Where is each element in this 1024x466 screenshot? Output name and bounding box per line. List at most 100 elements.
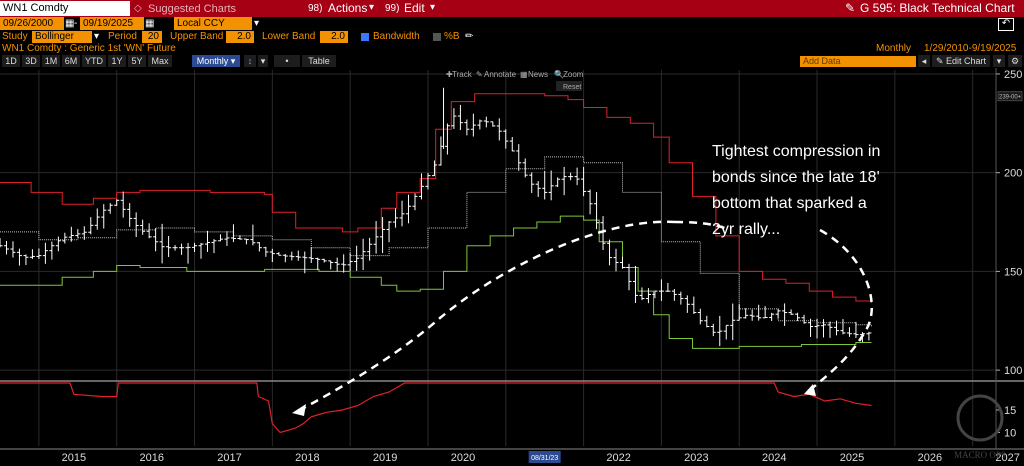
lower-band-input[interactable]: 2.0 xyxy=(320,31,348,43)
annotation-arrow-top xyxy=(674,220,731,232)
title-bar: WN1 Comdty ◇ Suggested Charts 98) Action… xyxy=(0,0,1024,17)
chevron-down-icon[interactable]: ▾ xyxy=(94,31,100,42)
more-options-icon[interactable]: • xyxy=(274,55,300,67)
calendar-icon[interactable]: ▦ xyxy=(145,18,155,29)
annotation: Tightest compression in bonds since the l… xyxy=(292,143,1006,460)
function-title: G 595: Black Technical Chart xyxy=(860,1,1015,15)
annotation-arrow-right xyxy=(809,228,873,391)
annotate-tool[interactable]: Annotate xyxy=(484,70,517,79)
range-button-6m[interactable]: 6M xyxy=(62,55,80,67)
series-bandwidth xyxy=(0,382,872,434)
range-button-5y[interactable]: 5Y xyxy=(128,55,146,67)
range-button-1y[interactable]: 1Y xyxy=(108,55,126,67)
hover-date-tag: 08/31/23 xyxy=(531,455,558,462)
chart-tools[interactable]: ✚ Track ✎ Annotate ▦ News 🔍 Zoom Reset xyxy=(446,69,584,91)
security-description: WN1 Comdty : Generic 1st 'WN' Future xyxy=(2,43,176,54)
edit-chart-button[interactable]: ✎ Edit Chart xyxy=(932,55,990,67)
bandwidth-panel xyxy=(0,382,872,434)
range-button-1m[interactable]: 1M xyxy=(42,55,60,67)
chevron-down-icon[interactable]: ▾ xyxy=(369,2,375,13)
suggested-charts-icon[interactable]: ◇ xyxy=(134,3,142,14)
edit-menu-number[interactable]: 99) xyxy=(385,3,400,14)
x-tick-label: 2018 xyxy=(295,452,319,464)
y-tick-label: 100 xyxy=(1004,365,1022,377)
range-button-3d[interactable]: 3D xyxy=(22,55,40,67)
range-button-max[interactable]: Max xyxy=(148,55,172,67)
x-tick-label: 2027 xyxy=(995,452,1019,464)
calendar-icon[interactable]: ▦ xyxy=(65,18,75,29)
ticker-input[interactable]: WN1 Comdty xyxy=(0,1,130,16)
x-tick-label: 2024 xyxy=(762,452,786,464)
chevron-down-icon[interactable]: ▾ xyxy=(258,55,268,67)
annotation-line: bottom that sparked a xyxy=(712,195,867,212)
currency-select[interactable]: Local CCY xyxy=(174,17,252,30)
back-arrow-icon[interactable]: ↶ xyxy=(998,18,1014,31)
table-button[interactable]: Table xyxy=(302,55,336,67)
price-panel xyxy=(0,87,872,349)
annotate-icon[interactable]: ✎ xyxy=(476,70,483,79)
reset-button-bg[interactable] xyxy=(556,81,582,91)
annotation-line: Tightest compression in xyxy=(712,143,880,160)
x-tick-label: 2022 xyxy=(606,452,630,464)
x-tick-label: 2015 xyxy=(62,452,86,464)
x-tick-label: 2019 xyxy=(373,452,397,464)
watermark-text: MACRO OPS xyxy=(954,450,1006,460)
last-price-tag: 239-00+ xyxy=(999,95,1022,101)
last-price-tag-bg xyxy=(997,91,1023,102)
bandwidth-checkbox[interactable] xyxy=(361,33,369,41)
arrowhead-icon xyxy=(292,404,306,416)
end-date-input[interactable]: 09/19/2025 xyxy=(80,17,144,30)
news-tool[interactable]: News xyxy=(528,70,548,79)
chevron-left-icon[interactable]: ◂ xyxy=(918,55,930,67)
frequency-label: Monthly xyxy=(196,56,229,66)
x-tick-label: 2025 xyxy=(840,452,864,464)
zoom-tool[interactable]: Zoom xyxy=(563,70,584,79)
actions-menu[interactable]: Actions xyxy=(328,1,368,15)
technical-chart[interactable]: 100 150 200 250 10 15 239-00+ 2015 2016 2017 2018 2… xyxy=(0,68,1024,466)
reset-button[interactable]: Reset xyxy=(563,84,581,91)
x-tick-label: 2016 xyxy=(139,452,163,464)
range-button-1d[interactable]: 1D xyxy=(2,55,20,67)
chevron-down-icon[interactable]: ▾ xyxy=(993,55,1005,67)
percent-b-checkbox[interactable] xyxy=(433,33,441,41)
frequency-select[interactable]: Monthly ▾ xyxy=(192,55,240,67)
date-toolbar: 09/26/2000 ▦ - 09/19/2025 ▦ Local CCY ▾ … xyxy=(0,17,1024,31)
add-data-input[interactable]: Add Data xyxy=(800,56,916,67)
annotation-line: 2yr rally... xyxy=(712,221,780,238)
study-toolbar: Study Bollinger ▾ Period 20 Upper Band 2… xyxy=(0,31,1024,43)
watermark-logo xyxy=(956,394,1004,442)
edit-chart-label: Edit Chart xyxy=(946,56,987,66)
upper-band-input[interactable]: 2.0 xyxy=(226,31,254,43)
track-tool[interactable]: Track xyxy=(452,70,473,79)
gear-icon[interactable]: ⚙ xyxy=(1008,55,1022,67)
study-label: Study xyxy=(2,31,28,42)
study-select[interactable]: Bollinger xyxy=(32,31,92,43)
chevron-down-icon[interactable]: ▾ xyxy=(254,18,260,29)
suggested-charts-link[interactable]: Suggested Charts xyxy=(148,3,237,15)
news-icon[interactable]: ▦ xyxy=(520,70,528,79)
chart-type-icon[interactable]: ↕ xyxy=(244,55,256,67)
actions-menu-number[interactable]: 98) xyxy=(308,3,323,14)
bandwidth-tick-label: 15 xyxy=(1004,405,1016,417)
edit-menu[interactable]: Edit xyxy=(404,1,425,15)
pencil-icon[interactable]: ✏ xyxy=(465,31,474,42)
period-input[interactable]: 20 xyxy=(142,31,162,43)
date-range: 1/29/2010-9/19/2025 xyxy=(924,43,1017,54)
lower-band-label: Lower Band xyxy=(262,31,316,42)
zoom-icon[interactable]: 🔍 xyxy=(554,69,564,79)
bandwidth-label: Bandwidth xyxy=(373,31,420,42)
arrowhead-icon xyxy=(804,384,816,396)
chevron-down-icon[interactable]: ▾ xyxy=(430,2,436,13)
security-toolbar: WN1 Comdty : Generic 1st 'WN' Future Mon… xyxy=(0,43,1024,55)
x-tick-label: 2017 xyxy=(217,452,241,464)
range-toolbar: 1D 3D 1M 6M YTD 1Y 5Y Max Monthly ▾ ↕ ▾ • Table… xyxy=(0,55,1024,68)
annotation-line: bonds since the late 18' xyxy=(712,169,880,186)
start-date-input[interactable]: 09/26/2000 xyxy=(0,17,64,30)
y-tick-label: 150 xyxy=(1004,266,1022,278)
range-button-ytd[interactable]: YTD xyxy=(82,55,106,67)
y-tick-label: 250 xyxy=(1004,69,1022,81)
bandwidth-tick-label: 10 xyxy=(1004,428,1016,440)
track-icon[interactable]: ✚ xyxy=(446,70,453,79)
pin-icon[interactable]: ✎ xyxy=(845,1,856,15)
annotation-arrow-left xyxy=(299,220,676,412)
